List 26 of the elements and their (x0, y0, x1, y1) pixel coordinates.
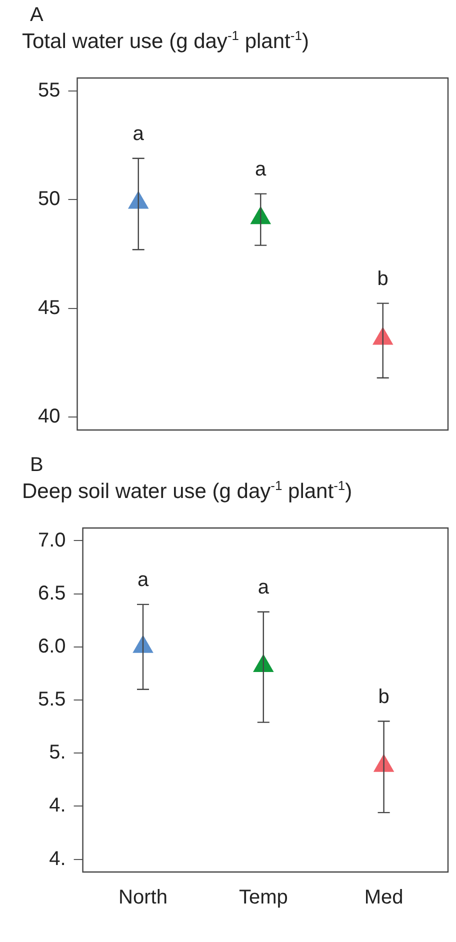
y-tick-label: 6.0 (38, 635, 66, 658)
y-tick-label: 5.5 (38, 688, 66, 711)
annotation: a (137, 568, 150, 591)
annotation: b (378, 686, 390, 708)
y-tick-label: 55 (38, 80, 60, 102)
y-tick-label: 4. (49, 848, 66, 870)
x-tick-label: Temp (238, 886, 288, 909)
point (250, 206, 271, 224)
chart-title: B (29, 453, 44, 478)
point (253, 654, 274, 672)
y-tick-label: 40 (38, 405, 60, 428)
y-tick-label: 6.5 (38, 582, 66, 604)
y-tick-label: 5. (49, 742, 66, 764)
annotation: a (255, 158, 268, 180)
x-tick-label: Med (364, 886, 404, 909)
annotation: a (132, 122, 145, 145)
y-tick-label: 4. (49, 794, 66, 817)
annotation: a (258, 576, 270, 598)
y-tick-label: 50 (38, 188, 60, 210)
chart-title: A (29, 3, 44, 28)
y-tick-label: 45 (38, 296, 60, 319)
x-tick-label: North (118, 886, 168, 909)
annotation: b (377, 268, 388, 290)
y-axis-title: Total water use (g day$^{-1}$ plant$^{-1}$) (21, 28, 310, 55)
y-tick-label: 7.0 (38, 529, 66, 552)
y-axis-title: Deep soil water use (g day$^{-1}$ plant$^{-1}$) (21, 478, 354, 505)
